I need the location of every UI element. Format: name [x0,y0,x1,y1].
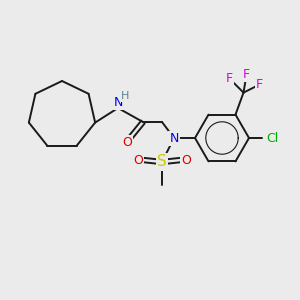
Text: H: H [121,91,129,101]
Text: N: N [113,95,123,109]
Text: Cl: Cl [266,131,278,145]
Text: F: F [256,78,263,91]
Text: S: S [157,154,167,169]
Text: N: N [169,131,179,145]
Text: F: F [226,72,233,85]
Text: O: O [122,136,132,148]
Text: O: O [181,154,191,166]
Text: O: O [133,154,143,166]
Text: F: F [243,68,250,81]
